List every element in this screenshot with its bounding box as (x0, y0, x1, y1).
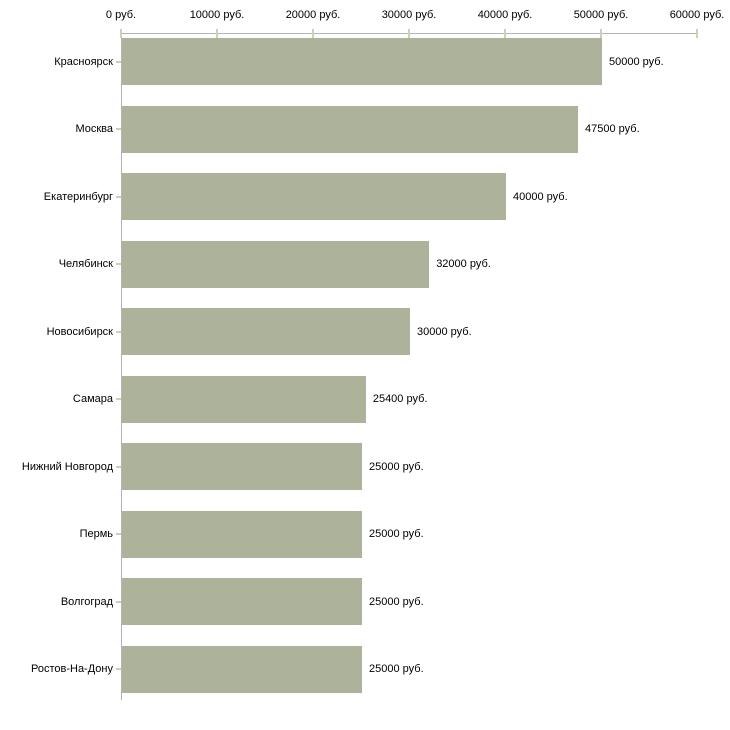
y-axis-tick (116, 60, 121, 63)
y-axis-tick (116, 533, 121, 535)
y-axis-tick (116, 600, 121, 603)
y-axis-tick (116, 330, 121, 333)
y-axis-tick (116, 195, 121, 198)
x-axis-tick-label: 0 руб. (105, 9, 137, 21)
y-axis-tick (116, 465, 121, 468)
category-label: Екатеринбург (43, 190, 113, 203)
value-label: 25000 руб. (369, 595, 424, 608)
value-label: 32000 руб. (436, 258, 491, 270)
value-label: 50000 руб. (609, 55, 664, 68)
x-axis-tick (408, 29, 410, 38)
bar (122, 105, 578, 153)
x-axis-tick-label: 40000 руб. (477, 9, 533, 21)
x-axis-tick (120, 29, 122, 38)
y-axis-tick (116, 398, 121, 400)
x-axis-tick-label: 30000 руб. (381, 9, 437, 21)
value-label: 25000 руб. (369, 460, 424, 473)
category-label: Красноярск (54, 55, 113, 68)
x-axis-tick (216, 29, 218, 38)
bar (122, 240, 430, 288)
category-label: Ростов-На-Дону (30, 663, 113, 675)
bar (122, 308, 410, 355)
x-axis-tick-label: 60000 руб. (669, 9, 725, 21)
value-label: 30000 руб. (417, 325, 472, 338)
x-axis-tick-label: 50000 руб. (573, 9, 629, 21)
x-axis-tick (696, 29, 698, 38)
category-label: Новосибирск (46, 325, 113, 338)
bar (122, 38, 602, 85)
bar (122, 443, 362, 490)
bar (122, 510, 362, 558)
category-label: Самара (72, 393, 113, 405)
x-axis-tick-label: 20000 руб. (285, 9, 341, 21)
value-label: 47500 руб. (585, 123, 640, 135)
category-label: Пермь (79, 528, 113, 540)
value-label: 25000 руб. (369, 528, 424, 540)
value-label: 25000 руб. (369, 663, 424, 675)
bar (122, 578, 362, 625)
bar (122, 645, 362, 693)
x-axis-tick-label: 10000 руб. (189, 9, 245, 21)
category-label: Нижний Новгород (21, 460, 113, 473)
value-label: 40000 руб. (513, 190, 568, 203)
category-label: Волгоград (60, 595, 113, 608)
y-axis-tick (116, 263, 121, 265)
bar (122, 173, 506, 220)
bar (122, 375, 366, 423)
y-axis-tick (116, 128, 121, 130)
x-axis-tick (600, 29, 602, 38)
y-axis-tick (116, 668, 121, 670)
category-label: Москва (75, 123, 113, 135)
x-axis-tick (504, 29, 506, 38)
value-label: 25400 руб. (372, 393, 428, 405)
category-label: Челябинск (58, 258, 113, 270)
y-axis-line (121, 33, 122, 700)
x-axis-tick (312, 29, 314, 38)
